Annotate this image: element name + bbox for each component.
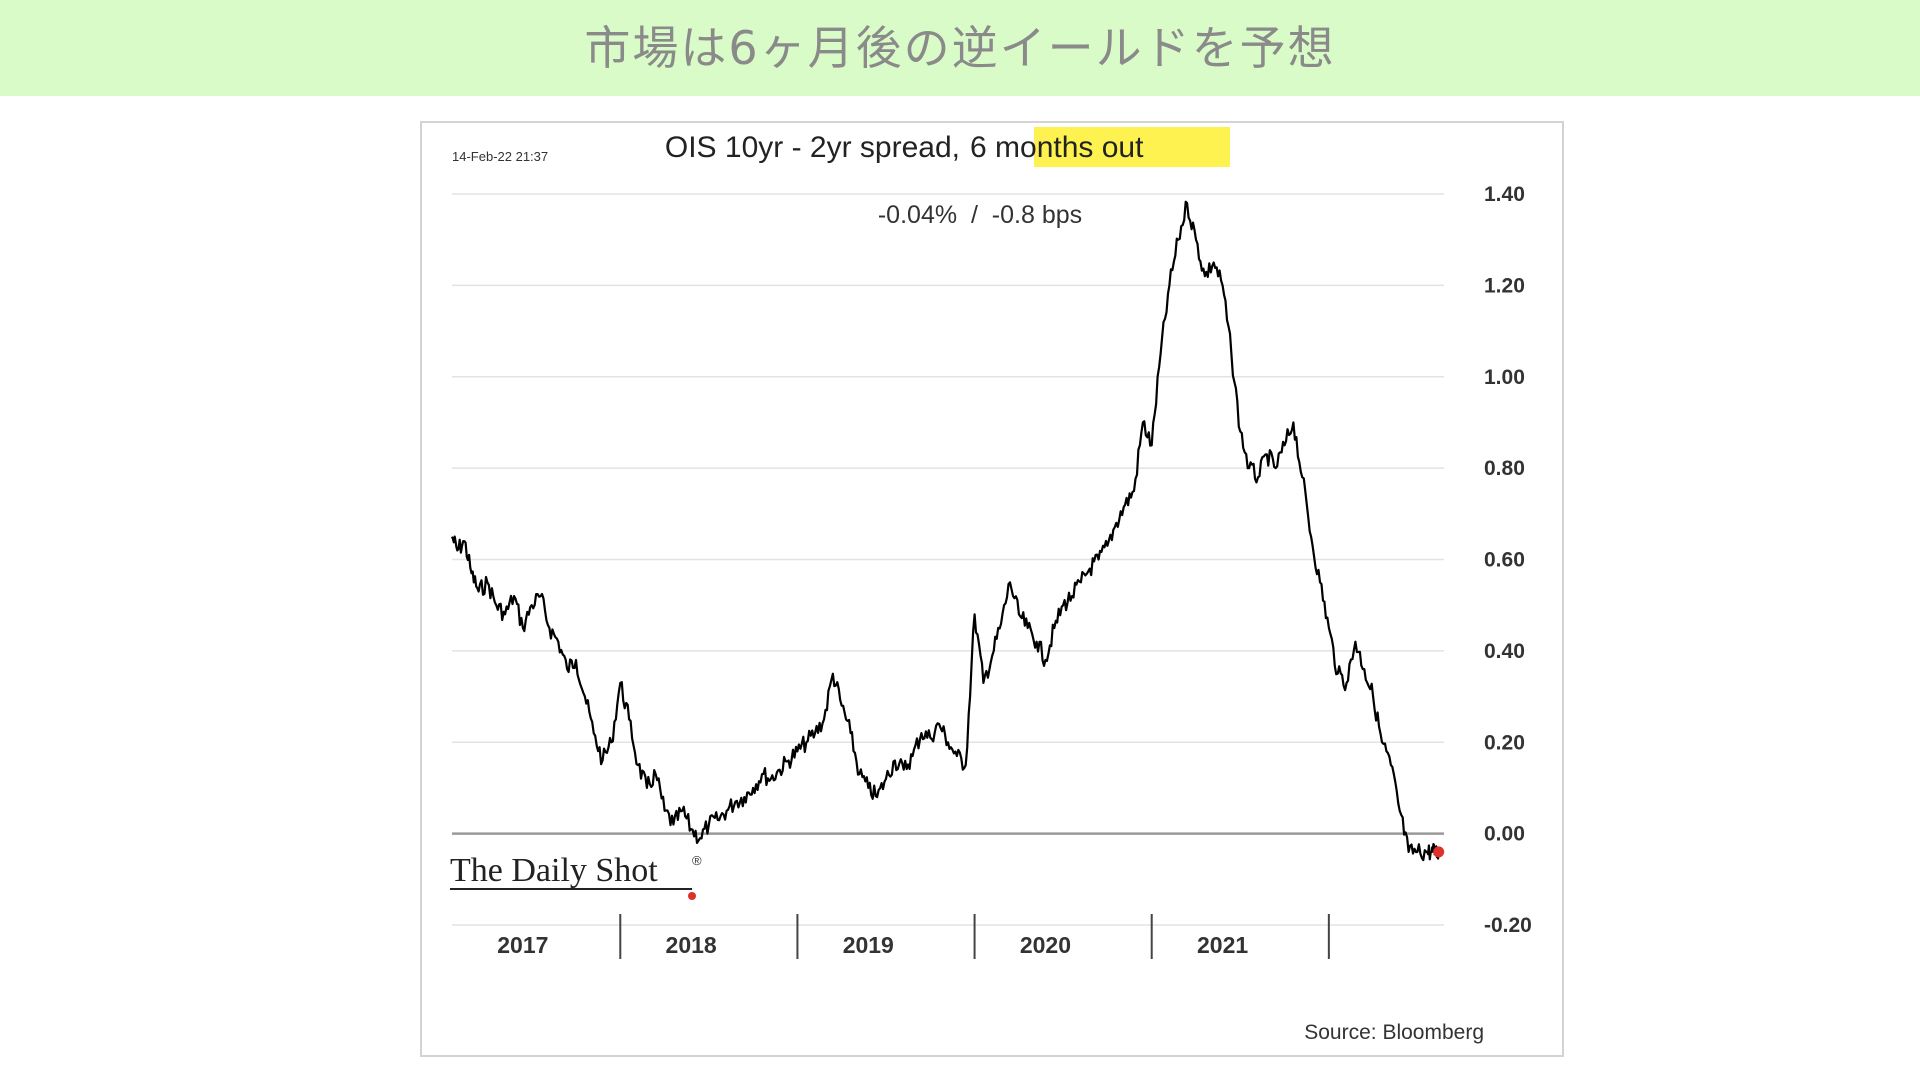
chart-title-highlight: 6 months out [970,131,1144,164]
y-tick-label: 1.00 [1484,366,1525,389]
x-tick-label: 2021 [1197,932,1248,958]
x-tick-label: 2017 [497,932,548,958]
title-banner: 市場は6ヶ月後の逆イールドを予想 [0,0,1920,96]
x-tick-label: 2019 [843,932,894,958]
y-tick-label: 0.40 [1484,640,1525,663]
logo-mark: ® [692,853,702,868]
y-tick-label: 0.00 [1484,823,1525,846]
timestamp: 14-Feb-22 21:37 [452,149,548,164]
source-note: Source: Bloomberg [1304,1021,1484,1044]
chart-subtitle: -0.04% / -0.8 bps [878,201,1082,229]
y-tick-label: -0.20 [1484,914,1532,937]
banner-title: 市場は6ヶ月後の逆イールドを予想 [584,21,1336,75]
y-axis-ticks: 1.40 1.20 1.00 0.80 0.60 0.40 0.20 0.00 -0.20 [1484,183,1532,937]
logo-text: The Daily Shot [450,852,658,889]
x-axis: 2017 2018 2019 2020 2021 [497,914,1330,959]
chart-canvas: 1.40 1.20 1.00 0.80 0.60 0.40 0.20 0.00 -0.20 20… [450,127,1532,1044]
chart-panel: 1.40 1.20 1.00 0.80 0.60 0.40 0.20 0.00 -0.20 20… [420,121,1564,1057]
chart-title: OIS 10yr - 2yr spread, [665,131,960,164]
y-tick-label: 0.20 [1484,731,1525,754]
y-tick-label: 1.40 [1484,183,1525,206]
gridlines [452,193,1444,926]
y-tick-label: 1.20 [1484,274,1525,297]
logo: The Daily Shot ® [450,852,702,900]
x-tick-label: 2020 [1020,932,1071,958]
series-line [450,200,1440,862]
y-tick-label: 0.80 [1484,457,1525,480]
last-value-marker [1433,846,1445,858]
series-layer [450,200,1445,862]
y-tick-label: 0.60 [1484,549,1525,572]
logo-dot [688,892,696,900]
title-highlight [1034,127,1230,167]
x-tick-label: 2018 [666,932,717,958]
